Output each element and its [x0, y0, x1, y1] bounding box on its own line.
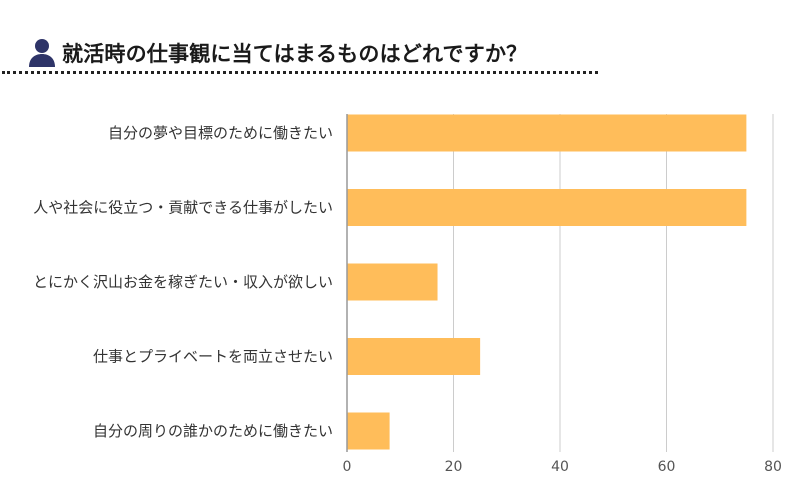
x-tick-labels: 0 20 40 60 80 — [343, 459, 782, 475]
category-labels: 自分の夢や目標のために働きたい人や社会に役立つ・貢献できる仕事がしたいとにかく沢… — [33, 124, 333, 440]
bar — [347, 114, 747, 152]
x-tick-label: 80 — [764, 459, 782, 475]
x-tick-label: 40 — [551, 459, 569, 475]
category-label: とにかく沢山お金を稼ぎたい・収入が欲しい — [33, 273, 333, 291]
bar — [347, 412, 390, 450]
x-tick-label: 0 — [343, 459, 352, 475]
grid-lines — [453, 114, 774, 452]
category-label: 人や社会に役立つ・貢献できる仕事がしたい — [33, 199, 333, 217]
title-divider — [2, 71, 598, 74]
x-tick-label: 20 — [445, 459, 463, 475]
bars — [347, 114, 747, 450]
page-title: 就活時の仕事観に当てはまるものはどれですか？ — [62, 42, 528, 66]
chart-header: 就活時の仕事観に当てはまるものはどれですか？ — [0, 0, 600, 78]
user-icon — [29, 39, 55, 67]
category-label: 自分の夢や目標のために働きたい — [108, 124, 333, 142]
bar — [347, 338, 481, 375]
bar — [347, 263, 438, 301]
category-label: 仕事とプライベートを両立させたい — [93, 348, 333, 366]
x-tick-label: 60 — [658, 459, 676, 475]
category-label: 自分の周りの誰かのために働きたい — [93, 422, 333, 440]
bar — [347, 189, 747, 226]
